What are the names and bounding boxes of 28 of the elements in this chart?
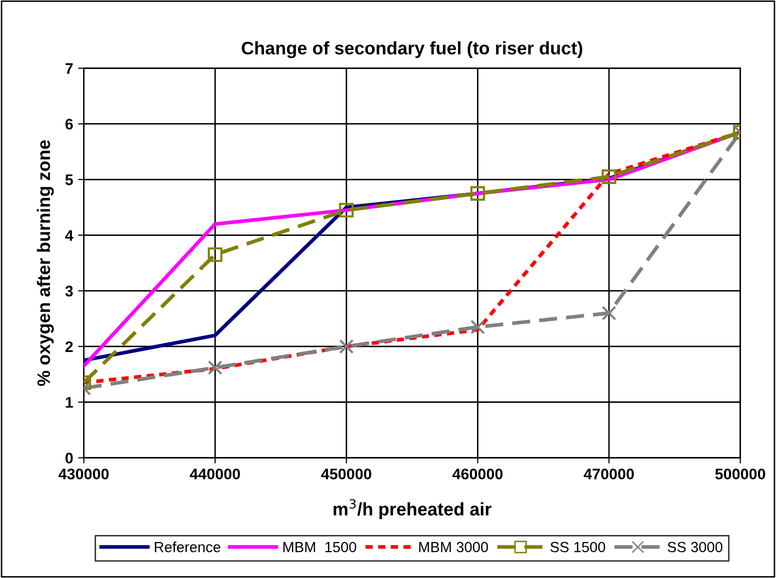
legend-label: MBM 3000 [419,542,488,552]
legend-label: MBM 1500 [283,542,356,552]
x-tick-label: 450000 [321,468,372,480]
point [602,306,616,320]
y-tick-label: 7 [66,63,73,74]
x-tick-label: 460000 [452,468,503,480]
point [602,169,616,184]
point [470,186,485,201]
y-tick-label: 3 [65,286,73,297]
x-axis-title: m$^{3}$/h preheated air [334,499,492,520]
y-tick-label: 5 [65,174,73,186]
point [339,339,354,354]
x-tick-label: 440000 [190,468,240,480]
point [339,202,354,218]
point [470,320,485,334]
x-tick-label: 470000 [584,468,634,480]
y-tick-label: 0 [66,452,73,464]
x-tick-label: 430000 [58,468,109,480]
y-tick-label: 4 [65,230,74,241]
y-axis-title: % oxygen after burning zone [36,140,54,386]
legend-label: SS 1500 [550,542,606,552]
y-tick-label: 2 [65,341,73,352]
x-tick-label: 500000 [715,468,766,480]
legend-label: SS 3000 [668,542,722,552]
y-tick-label: 6 [65,118,73,130]
chart-title: Change of secondary fuel (to riser duct) [242,41,582,58]
legend-label: Reference [154,542,220,552]
y-tick-label: 1 [66,397,73,408]
